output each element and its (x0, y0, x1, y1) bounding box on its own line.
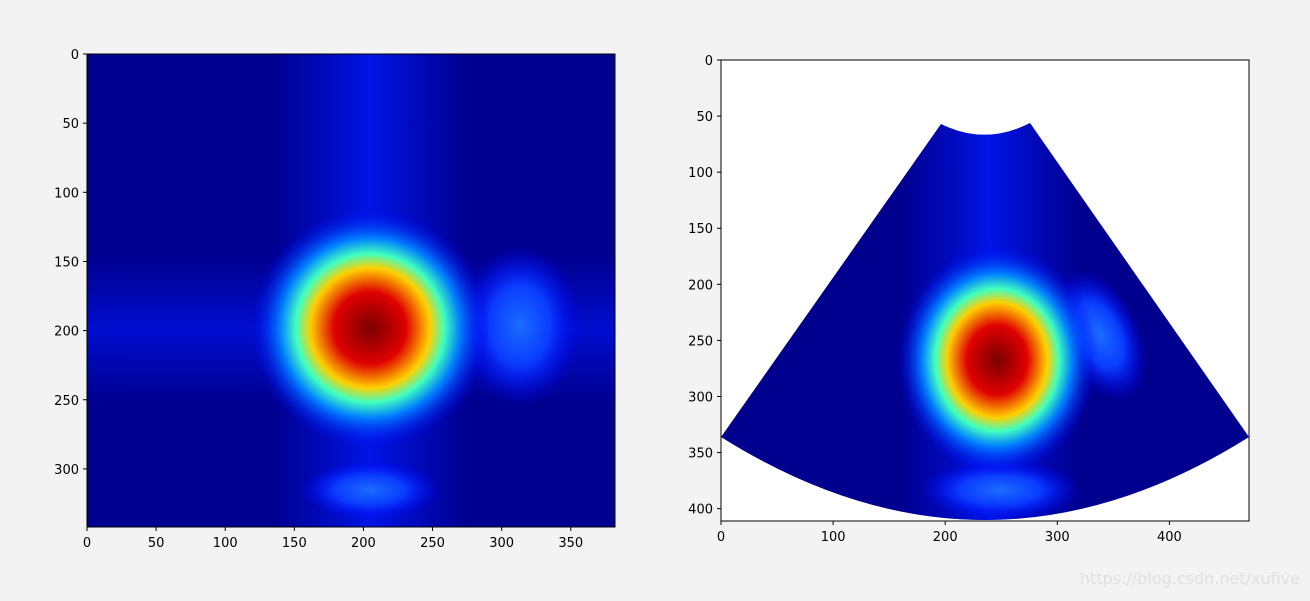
x-tick-label: 50 (148, 536, 165, 551)
y-tick-label: 0 (705, 54, 713, 69)
y-tick-label: 50 (696, 110, 713, 125)
x-tick-label: 300 (1045, 530, 1070, 545)
y-tick-label: 300 (54, 463, 79, 478)
x-tick-label: 150 (282, 536, 307, 551)
y-tick-label: 50 (62, 117, 79, 132)
x-tick-label: 0 (717, 530, 725, 545)
y-tick-label: 250 (54, 394, 79, 409)
x-tick-label: 300 (489, 536, 514, 551)
y-tick-label: 400 (688, 503, 713, 518)
y-tick-label: 150 (688, 222, 713, 237)
y-tick-label: 100 (54, 186, 79, 201)
axes-frame (86, 53, 616, 528)
x-tick-label: 400 (1157, 530, 1182, 545)
y-tick-label: 150 (54, 255, 79, 270)
y-tick-label: 200 (688, 278, 713, 293)
y-tick-label: 250 (688, 334, 713, 349)
y-tick-label: 0 (71, 48, 79, 63)
x-tick-label: 100 (821, 530, 846, 545)
y-tick-label: 100 (688, 166, 713, 181)
y-tick-label: 200 (54, 325, 79, 340)
x-tick-label: 200 (351, 536, 376, 551)
x-tick-label: 0 (83, 536, 91, 551)
x-tick-label: 250 (420, 536, 445, 551)
y-tick-label: 350 (688, 447, 713, 462)
watermark: https://blog.csdn.net/xufive (1080, 569, 1300, 588)
x-tick-label: 100 (213, 536, 238, 551)
heatmap-image-left (87, 54, 615, 527)
x-tick-label: 200 (933, 530, 958, 545)
axes-frame (720, 59, 1250, 522)
x-tick-label: 350 (558, 536, 583, 551)
y-tick-label: 300 (688, 390, 713, 405)
